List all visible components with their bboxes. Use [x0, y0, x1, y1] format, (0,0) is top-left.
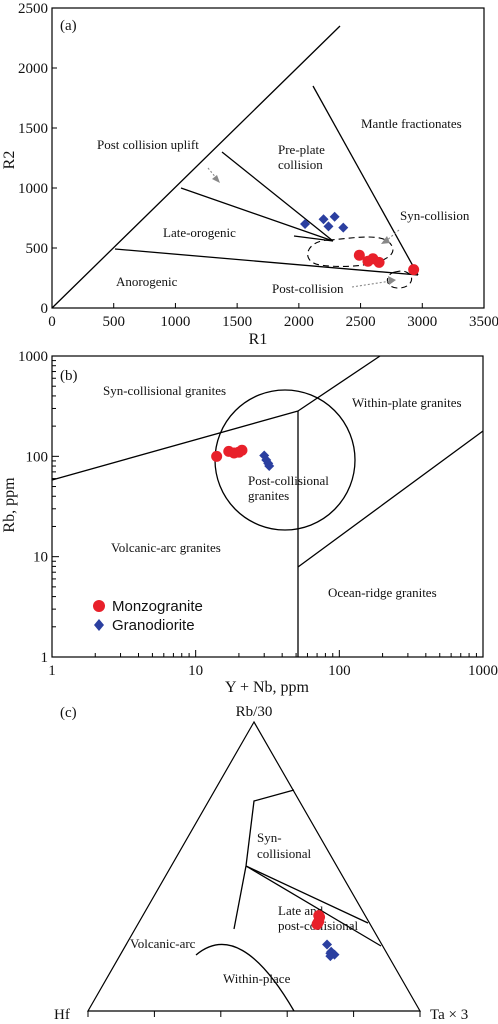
region-anorogenic: Anorogenic [116, 274, 178, 289]
panel-c-boundaries [195, 789, 382, 1012]
panel-c: (c) Rb/30 Hf Ta × 3 Syn- collisional Lat… [54, 704, 468, 1023]
region-post-collisional-line1: Post-collisional [248, 473, 329, 488]
a-y-tick-label: 1500 [18, 121, 48, 137]
b-point-monzogranite [236, 444, 248, 456]
a-x-tick-label: 3000 [407, 314, 437, 330]
region-within-plate-granites: Within-plate granites [352, 395, 462, 410]
panel-b-points [211, 444, 275, 472]
a-x-tick-label: 2500 [346, 314, 376, 330]
region-mantle-fractionates: Mantle fractionates [361, 116, 462, 131]
b-y-tick-label: 1 [41, 650, 49, 666]
region-ocean-ridge-granites: Ocean-ridge granites [328, 585, 437, 600]
a-point-granodiorite [338, 222, 349, 233]
panel-a-ticks: 0 500 1000 1500 2000 2500 3000 3500 0 500 1000 1500… [18, 1, 498, 330]
panel-b-ticks: 11 10 10 100 100 1000 1000 [18, 349, 498, 679]
region-post-collisional-line2: granites [248, 488, 289, 503]
panel-a-boundaries [51, 25, 419, 309]
a-x-tick-label: 2000 [284, 314, 314, 330]
a-point-granodiorite [300, 219, 311, 229]
b-point-monzogranite [211, 450, 223, 462]
panel-a-points [300, 211, 420, 276]
a-x-tick-label: 500 [102, 314, 125, 330]
panel-a-ylabel: R2 [1, 151, 18, 170]
vertex-top-label: Rb/30 [236, 704, 273, 720]
panel-b-frame [51, 355, 484, 658]
legend-granodiorite-label: Granodiorite [112, 617, 195, 634]
a-y-tick-label: 2500 [18, 1, 48, 17]
panel-c-points [311, 910, 340, 962]
a-y-tick-label: 1000 [18, 181, 48, 197]
panel-b-xlabel: Y + Nb, ppm [225, 679, 310, 696]
region-post-collision: Post-collision [272, 281, 344, 296]
panel-a: 0 500 1000 1500 2000 2500 3000 3500 0 500 1000 1500… [1, 1, 498, 348]
region-pre-plate-line1: Pre-plate [278, 142, 325, 157]
region-syn-collisional-granites: Syn-collisional granites [103, 383, 226, 398]
legend-granodiorite-marker [94, 619, 104, 631]
region-within-place: Within-place [223, 971, 291, 986]
b-x-tick-label: 10 [188, 663, 203, 679]
vertex-left-label: Hf [54, 1007, 70, 1023]
panel-a-frame [51, 7, 485, 309]
a-point-monzogranite [353, 249, 365, 261]
a-point-granodiorite [318, 214, 329, 225]
region-syn-line1: Syn- [257, 830, 282, 845]
c-point-granodiorite [325, 951, 336, 962]
region-late-post-line1: Late and [278, 903, 324, 918]
a-y-tick-label: 2000 [18, 61, 48, 77]
panel-b-ylabel: Rb, ppm [1, 477, 18, 533]
b-point-granodiorite [264, 461, 275, 472]
a-x-tick-label: 0 [48, 314, 56, 330]
ternary-triangle [86, 720, 422, 1012]
a-x-tick-label: 3500 [469, 314, 498, 330]
region-post-collision-uplift: Post collision uplift [97, 137, 199, 152]
legend: Monzogranite Granodiorite [93, 598, 203, 634]
panel-a-xlabel: R1 [249, 331, 268, 348]
b-y-tick-label: 1000 [18, 349, 48, 365]
b-y-tick-label: 10 [33, 550, 48, 566]
a-x-tick-label: 1500 [222, 314, 252, 330]
a-x-tick-label: 1000 [160, 314, 190, 330]
b-x-tick-label: 1 [48, 663, 56, 679]
b-x-tick-label: 1000 [468, 663, 498, 679]
panel-c-ticks [87, 1011, 421, 1017]
region-pre-plate-line2: collision [278, 157, 323, 172]
panel-c-label: (c) [60, 705, 77, 721]
panel-b-label: (b) [60, 368, 78, 384]
b-x-tick-label: 100 [328, 663, 351, 679]
region-syn-line2: collisional [257, 846, 312, 861]
c-point-monzogranite [311, 918, 323, 930]
a-point-granodiorite [329, 211, 340, 222]
a-y-tick-label: 0 [41, 301, 49, 317]
c-point-granodiorite [322, 939, 333, 950]
region-volcanic-arc: Volcanic-arc [130, 936, 196, 951]
region-syn-collision: Syn-collision [400, 208, 470, 223]
panel-a-label: (a) [60, 18, 77, 34]
b-y-tick-label: 100 [26, 449, 49, 465]
legend-monzogranite-label: Monzogranite [112, 598, 203, 615]
legend-monzogranite-marker [93, 600, 105, 612]
region-late-orogenic: Late-orogenic [163, 225, 236, 240]
a-y-tick-label: 500 [26, 241, 49, 257]
region-volcanic-arc-granites: Volcanic-arc granites [111, 540, 221, 555]
a-point-monzogranite [373, 256, 385, 268]
a-point-monzogranite [408, 264, 420, 276]
panel-b: 11 10 10 100 100 1000 1000 (b) Syn-collisional… [1, 349, 498, 696]
vertex-right-label: Ta × 3 [430, 1007, 468, 1023]
a-point-granodiorite [323, 221, 334, 232]
